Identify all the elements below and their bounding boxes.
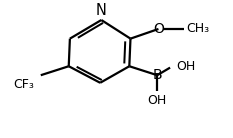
Text: O: O (153, 22, 164, 36)
Text: OH: OH (148, 94, 167, 107)
Text: B: B (152, 68, 162, 82)
Text: OH: OH (176, 60, 195, 73)
Text: CH₃: CH₃ (186, 22, 209, 35)
Text: CF₃: CF₃ (13, 78, 34, 91)
Text: N: N (96, 3, 107, 18)
